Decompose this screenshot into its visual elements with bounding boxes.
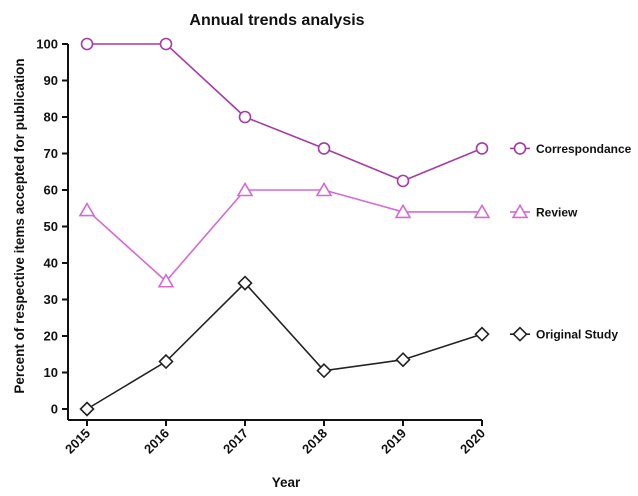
data-point (238, 110, 252, 124)
series-layer (78, 37, 491, 417)
y-tick-label: 20 (44, 329, 58, 344)
legend-marker (511, 203, 529, 219)
y-axis-label: Percent of respective items accepted for… (12, 58, 27, 393)
y-tick-label: 0 (51, 402, 58, 417)
series-review (78, 181, 491, 288)
data-point (473, 203, 491, 219)
y-tick-label: 70 (44, 146, 58, 161)
legend-label: Original Study (536, 328, 618, 342)
data-point (474, 326, 490, 342)
data-point (236, 181, 254, 197)
y-tick-label: 100 (36, 37, 58, 52)
series-line (86, 281, 483, 410)
x-tick-label: 2017 (220, 426, 251, 457)
legend-marker (513, 142, 527, 155)
data-point (237, 275, 253, 291)
y-tick-label: 60 (44, 183, 58, 198)
data-point (158, 353, 174, 370)
y-tick-label: 90 (44, 73, 58, 88)
legend: Correspondance Review Original Study (510, 142, 632, 342)
legend-item: Correspondance (510, 142, 632, 156)
x-tick-label: 2015 (62, 426, 93, 457)
data-point (316, 363, 332, 379)
data-point (396, 174, 410, 188)
series-line (86, 189, 482, 283)
data-point (317, 142, 331, 155)
axes: 0 10 20 30 40 50 60 70 80 90 100 2015 2016 2017 2018 20… (36, 37, 488, 457)
legend-item: Review (510, 203, 578, 219)
data-point (159, 37, 173, 51)
x-tick-label: 2019 (378, 426, 409, 457)
x-tick-label: 2016 (141, 426, 172, 457)
y-tick-label: 40 (44, 256, 58, 271)
y-tick-label: 10 (44, 365, 58, 380)
series-correspondance (80, 37, 489, 188)
data-point (395, 352, 411, 368)
data-point (394, 203, 412, 219)
y-tick-label: 80 (44, 110, 58, 125)
data-point (78, 201, 96, 217)
legend-item: Original Study (510, 326, 618, 342)
data-point (79, 401, 95, 417)
data-point (80, 37, 94, 51)
series-line (87, 43, 483, 182)
y-tick-label: 30 (44, 292, 58, 307)
x-axis-label: Year (272, 475, 301, 490)
legend-label: Correspondance (536, 142, 632, 156)
y-tick-label: 50 (44, 219, 58, 234)
data-point (475, 142, 489, 155)
x-tick-label: 2018 (299, 426, 330, 457)
data-point (315, 181, 333, 197)
x-tick-label: 2020 (457, 426, 488, 457)
chart-title: Annual trends analysis (189, 12, 364, 29)
data-point (157, 273, 175, 288)
series-original-study (79, 275, 490, 417)
legend-marker (512, 326, 528, 342)
legend-label: Review (536, 205, 578, 219)
